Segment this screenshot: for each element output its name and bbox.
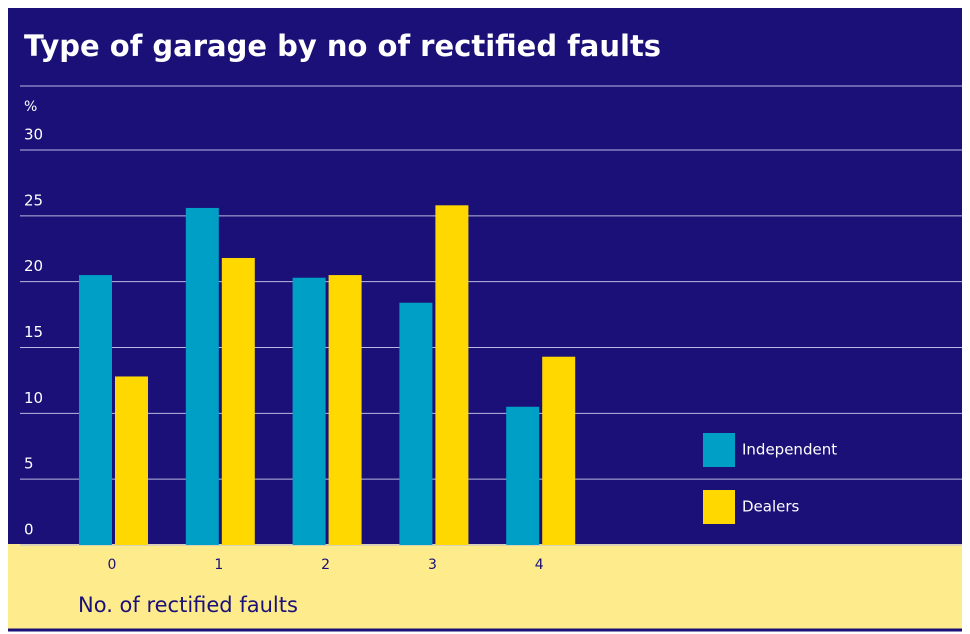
bar: [435, 205, 469, 546]
y-tick-label: 10: [24, 389, 43, 407]
axis-band: [8, 544, 962, 629]
bar: [115, 376, 148, 545]
legend-swatch: [703, 490, 735, 524]
x-tick-label: 2: [321, 557, 330, 573]
bar: [506, 406, 540, 545]
x-tick-label: 4: [535, 557, 544, 573]
plot-background: [8, 8, 962, 544]
bar: [79, 275, 112, 545]
x-tick-label: 3: [428, 557, 437, 573]
bar: [292, 277, 326, 545]
x-tick-label: 1: [214, 557, 223, 573]
bar: [221, 257, 255, 545]
bar: [542, 356, 576, 545]
y-tick-label: 15: [24, 323, 43, 341]
bar: [185, 207, 219, 545]
y-tick-label: 25: [24, 191, 43, 209]
x-tick-label: 0: [108, 557, 117, 573]
y-tick-label: 30: [24, 126, 43, 144]
y-tick-label: 5: [24, 455, 34, 473]
legend-label: Independent: [742, 441, 837, 459]
y-tick-label: 20: [24, 257, 43, 275]
x-axis-label: No. of rectified faults: [78, 593, 298, 617]
bar: [399, 302, 433, 545]
y-axis-label: %: [24, 99, 37, 115]
y-tick-label: 0: [24, 521, 34, 539]
chart-title: Type of garage by no of rectified faults: [24, 29, 661, 63]
legend-label: Dealers: [742, 498, 800, 516]
legend-swatch: [703, 433, 735, 467]
bar: [328, 275, 362, 545]
